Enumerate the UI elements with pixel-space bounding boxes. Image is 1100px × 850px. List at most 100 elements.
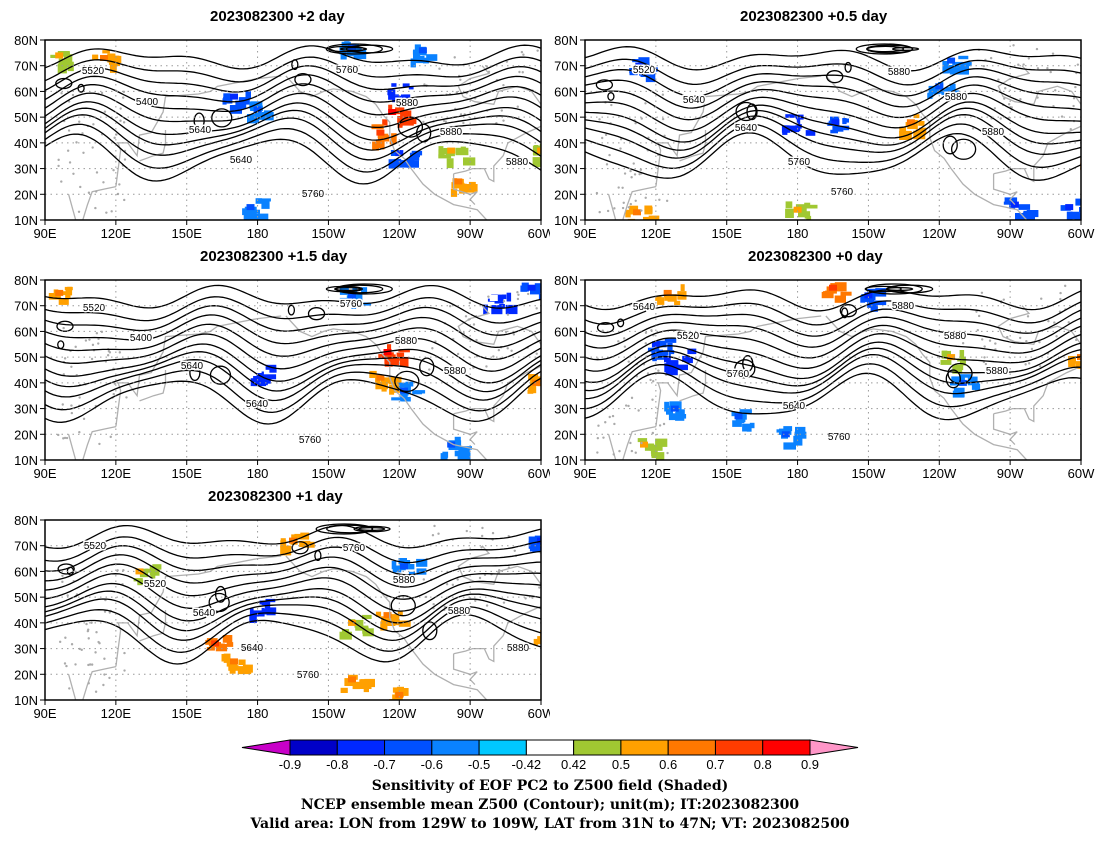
sensitivity-shade <box>454 450 463 457</box>
z500-contour <box>45 524 541 549</box>
sensitivity-shade <box>364 678 375 688</box>
lat-tick-label: 10N <box>14 453 38 468</box>
z500-cell <box>397 116 424 138</box>
coastline <box>655 75 822 187</box>
coast-dot <box>1072 104 1075 108</box>
colorbar-box <box>289 739 338 756</box>
sensitivity-shade <box>549 541 550 549</box>
coast-dot <box>118 183 121 186</box>
lon-tick-label: 120E <box>101 706 132 721</box>
sensitivity-shade <box>261 200 270 209</box>
lon-tick-label: 150W <box>311 706 346 721</box>
coast-dot <box>87 191 91 194</box>
lon-tick-label: 60W <box>528 226 550 241</box>
panel-plus-0-5-day: 2023082300 +0.5 day 5520 5640 5640 5760 5760… <box>540 0 1100 245</box>
coast-dot <box>1055 335 1058 338</box>
coast-dot <box>629 169 632 173</box>
z500-cell <box>291 59 299 71</box>
coast-dot <box>57 433 60 437</box>
lat-tick-label: 20N <box>14 187 38 202</box>
z500-contour <box>585 92 1081 132</box>
lon-tick-label: 60W <box>1068 466 1095 481</box>
sensitivity-shade <box>1084 160 1092 166</box>
sensitivity-shade <box>674 300 681 305</box>
sensitivity-shade <box>230 658 238 665</box>
lon-tick-label: 120W <box>922 466 957 481</box>
coast-dot <box>91 146 94 149</box>
sensitivity-shade <box>400 356 409 367</box>
sensitivity-shade <box>746 424 752 432</box>
coast-dot <box>497 348 501 352</box>
colorbar-box <box>336 739 386 756</box>
sensitivity-shade <box>528 541 537 549</box>
sensitivity-shade <box>266 608 276 616</box>
coast-dot <box>61 574 64 577</box>
sensitivity-shade <box>262 608 269 615</box>
coast-dot <box>624 404 628 407</box>
sensitivity-shade <box>505 304 518 315</box>
contour-label: 5640 <box>230 155 253 166</box>
sensitivity-shade <box>781 431 790 438</box>
sensitivity-shade <box>354 293 363 302</box>
sensitivity-shade <box>742 423 750 432</box>
z500-contour <box>45 377 541 425</box>
coast-dot <box>621 206 625 210</box>
map-plot: 5520 5400 5640 5640 5760 5760 5880 5880 80N 70N 60… <box>14 273 550 481</box>
z500-contour <box>45 284 541 309</box>
z500-cell <box>325 43 383 55</box>
sensitivity-shade <box>667 359 679 370</box>
z500-contour <box>45 92 541 129</box>
lat-tick-label: 60N <box>554 84 578 99</box>
sensitivity-shade <box>361 287 368 294</box>
z500-cell <box>840 307 849 319</box>
coast-dot <box>538 586 541 589</box>
sensitivity-shade <box>340 687 348 693</box>
sensitivity-shade <box>1084 354 1097 363</box>
coast-dot <box>597 424 600 427</box>
sensitivity-shade <box>913 114 920 119</box>
sensitivity-shade <box>651 349 663 360</box>
lon-tick-label: 90E <box>573 466 596 481</box>
sensitivity-shade <box>463 157 476 166</box>
coast-dot <box>437 532 440 535</box>
sensitivity-shade <box>533 638 538 646</box>
z500-cell <box>325 285 363 293</box>
z500-cell <box>864 285 902 293</box>
sensitivity-shade <box>962 62 972 67</box>
sensitivity-shade <box>1083 166 1095 172</box>
lat-tick-label: 80N <box>554 273 578 288</box>
z500-cell <box>595 79 614 91</box>
sensitivity-shade <box>263 377 268 386</box>
sensitivity-shade <box>253 106 262 113</box>
lat-tick-label: 70N <box>554 299 578 314</box>
sensitivity-shade <box>1080 158 1081 164</box>
coast-dot <box>1052 104 1055 108</box>
sensitivity-shade <box>646 67 658 72</box>
coast-dot <box>94 690 98 693</box>
coast-dot <box>459 113 463 116</box>
panel-title: 2023082300 +0 day <box>748 248 883 265</box>
lon-tick-label: 90W <box>997 226 1024 241</box>
sensitivity-shade <box>459 183 467 194</box>
coast-dot <box>497 571 501 574</box>
coast-dot <box>602 436 605 439</box>
sensitivity-shade <box>959 375 965 384</box>
colorbar-tick-label: 0.8 <box>754 757 772 772</box>
coast-dot <box>112 168 115 172</box>
sensitivity-shade <box>687 348 697 355</box>
sensitivity-shade <box>959 374 973 378</box>
colorbar-box <box>762 739 811 756</box>
coast-dot <box>1086 335 1088 337</box>
sensitivity-shade <box>542 628 550 634</box>
coast-dot <box>644 102 647 105</box>
sensitivity-shade <box>63 300 68 305</box>
plot-area: 5640 5520 5760 5640 5760 5880 5880 5880 80N 70N 60… <box>554 273 1097 481</box>
sensitivity-shade <box>1065 204 1074 211</box>
sensitivity-shade <box>655 438 668 447</box>
lat-tick-label: 70N <box>14 299 38 314</box>
coast-dot <box>1024 363 1027 366</box>
lon-tick-label: 120E <box>101 466 132 481</box>
coast-dot <box>478 576 482 580</box>
coast-dot <box>456 352 460 356</box>
